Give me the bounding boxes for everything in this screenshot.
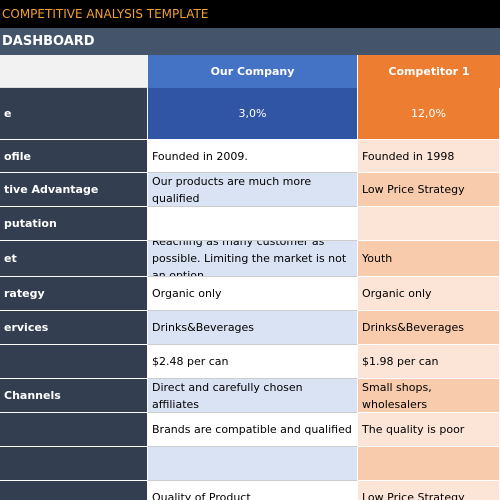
cell-value: Small shops, wholesalers <box>358 379 500 413</box>
column-header: Our Company <box>148 55 358 88</box>
row-label: tive Advantage <box>0 173 148 207</box>
cell-value: Brands are compatible and qualified <box>148 413 358 447</box>
dashboard-title: DASHBOARD <box>0 28 500 55</box>
row-label <box>0 447 148 481</box>
cell-value: Youth <box>358 241 500 277</box>
cell-value: Quality of Product <box>148 481 358 500</box>
row-label <box>0 481 148 500</box>
row-label: e <box>0 88 148 140</box>
cell-value <box>148 447 358 481</box>
cell-value: Drinks&Beverages <box>148 311 358 345</box>
row-label: ofile <box>0 140 148 173</box>
cell-value: Founded in 1998 <box>358 140 500 173</box>
row-label: ervices <box>0 311 148 345</box>
cell-value: 12,0% <box>358 88 500 140</box>
row-label: rategy <box>0 277 148 311</box>
column-header: Competitor 1 <box>358 55 500 88</box>
cell-value: Low Price Strategy <box>358 173 500 207</box>
cell-value: Organic only <box>358 277 500 311</box>
row-label <box>0 345 148 379</box>
header-blank <box>0 55 148 88</box>
sheet-title: COMPETITIVE ANALYSIS TEMPLATE <box>0 0 500 28</box>
cell-value: Drinks&Beverages <box>358 311 500 345</box>
cell-value: The quality is poor <box>358 413 500 447</box>
cell-value: Reaching as many customer as possible. L… <box>148 241 358 277</box>
row-label: et <box>0 241 148 277</box>
cell-value: Founded in 2009. <box>148 140 358 173</box>
cell-value: Organic only <box>148 277 358 311</box>
cell-value <box>358 447 500 481</box>
cell-value: Low Price Strategy <box>358 481 500 500</box>
row-label <box>0 413 148 447</box>
cell-value: Direct and carefully chosen affiliates <box>148 379 358 413</box>
cell-value: 3,0% <box>148 88 358 140</box>
row-label: Channels <box>0 379 148 413</box>
cell-value <box>358 207 500 241</box>
row-label: putation <box>0 207 148 241</box>
cell-value <box>148 207 358 241</box>
cell-value: $2.48 per can <box>148 345 358 379</box>
cell-value: $1.98 per can <box>358 345 500 379</box>
cell-value: Our products are much more qualified <box>148 173 358 207</box>
